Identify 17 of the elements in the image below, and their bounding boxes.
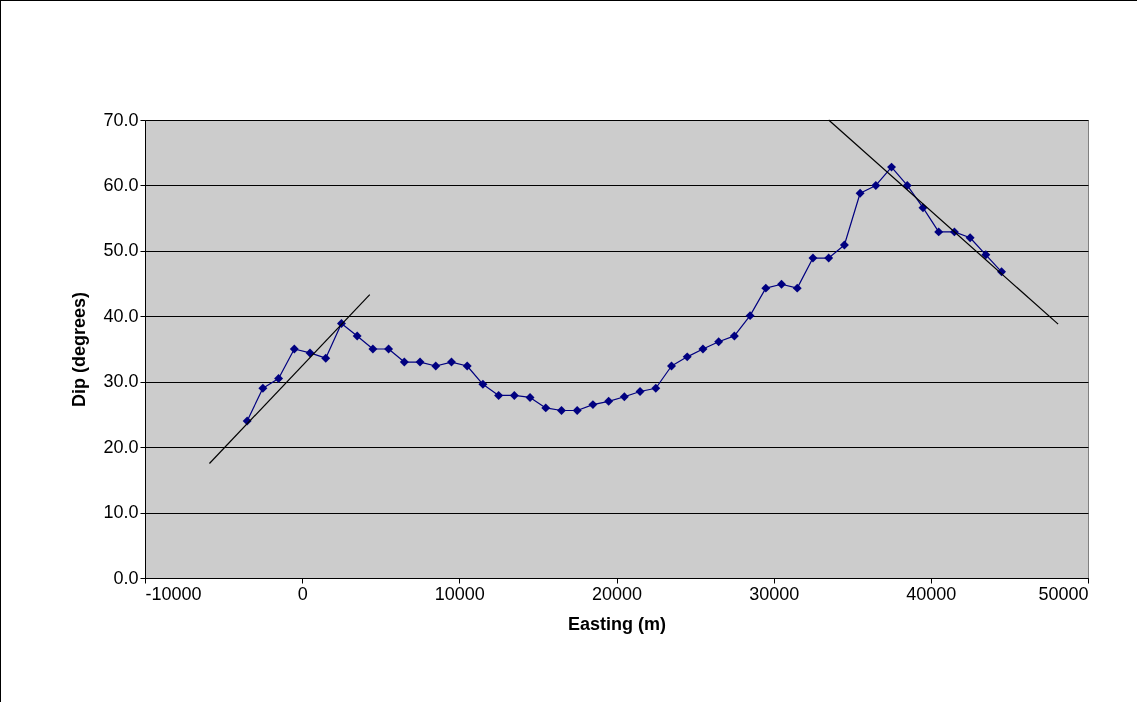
y-tick-label: 0.0	[113, 567, 139, 588]
x-tick-label: 20000	[591, 583, 643, 604]
y-tick-label: 30.0	[103, 371, 139, 392]
y-tick-label: 20.0	[103, 436, 139, 457]
x-tick-label: 40000	[906, 583, 957, 604]
y-tick-label: 60.0	[103, 174, 139, 195]
y-tick-label: 40.0	[103, 305, 139, 326]
x-tick-label: 50000	[1038, 583, 1089, 604]
y-axis-title: Dip (degrees)	[69, 291, 90, 408]
y-tick-label: 50.0	[103, 240, 139, 261]
x-tick-label: 10000	[434, 583, 485, 604]
x-tick-label: 30000	[749, 583, 800, 604]
x-tick-label: 0	[297, 583, 308, 604]
x-tick-label: -10000	[145, 583, 202, 604]
y-tick-label: 10.0	[103, 502, 139, 523]
x-axis-title: Easting (m)	[567, 613, 667, 634]
y-tick-label: 70.0	[103, 109, 139, 130]
